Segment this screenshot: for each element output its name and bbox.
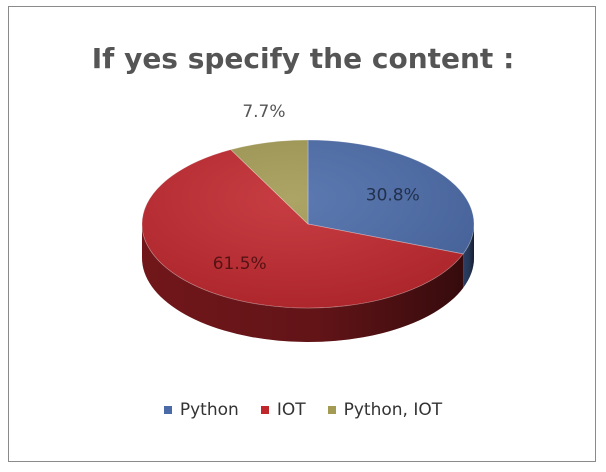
data-label-python: 30.8% (366, 185, 420, 205)
legend-label-iot: IOT (276, 400, 306, 420)
data-label-python-iot: 7.7% (242, 102, 285, 122)
legend-item-python: Python (163, 400, 239, 420)
legend-swatch-iot (260, 406, 269, 414)
legend-item-python-iot: Python, IOT (327, 400, 443, 420)
pie-side-shade-python (463, 224, 475, 288)
chart-title: If yes specify the content : (91, 42, 515, 75)
legend-label-python: Python (179, 400, 239, 420)
chart-legend: Python IOT Python, IOT (0, 400, 606, 420)
data-label-iot: 61.5% (213, 254, 267, 274)
legend-label-python-iot: Python, IOT (343, 400, 443, 420)
legend-swatch-python-iot (327, 406, 336, 414)
legend-swatch-python (163, 406, 172, 414)
legend-item-iot: IOT (260, 400, 306, 420)
pie-top-sheen (142, 140, 474, 308)
pie-side-shade-iot (141, 224, 464, 343)
